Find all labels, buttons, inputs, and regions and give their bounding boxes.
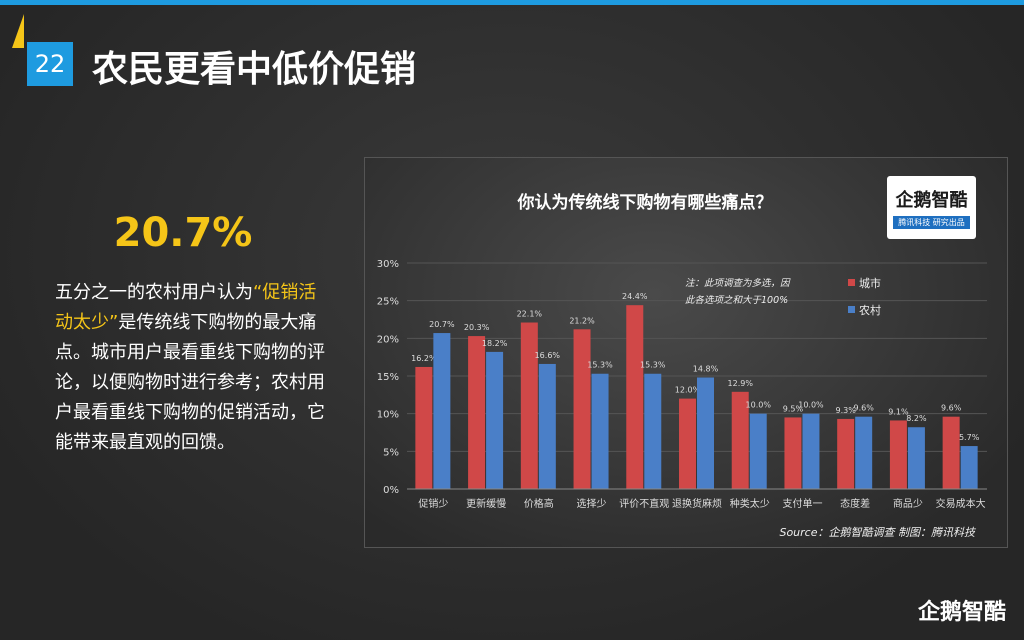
chart-logo-sub: 腾讯科技 研究出品: [893, 216, 970, 229]
data-label: 16.2%: [411, 354, 437, 363]
bar-city: [468, 336, 486, 489]
chart-title: 你认为传统线下购物有哪些痛点？: [517, 193, 773, 213]
data-label: 21.2%: [569, 316, 595, 325]
data-label: 22.1%: [517, 310, 543, 319]
x-tick-label: 退换货麻烦: [672, 497, 722, 510]
y-tick-label: 10%: [377, 410, 399, 421]
data-label: 15.3%: [640, 361, 666, 370]
bar-rural: [644, 373, 662, 489]
bar-city: [626, 305, 644, 489]
x-tick-label: 选择少: [577, 497, 607, 510]
data-label: 10.0%: [798, 401, 824, 410]
bar-rural: [855, 416, 873, 489]
bar-rural: [749, 413, 767, 489]
bar-rural: [486, 351, 504, 489]
x-tick-label: 支付单一: [782, 497, 822, 510]
y-tick-label: 20%: [377, 334, 399, 345]
data-label: 15.3%: [587, 361, 613, 370]
x-tick-label: 更新缓慢: [466, 497, 506, 510]
legend-swatch: [848, 279, 855, 286]
y-tick-label: 0%: [383, 485, 399, 496]
data-label: 14.8%: [693, 365, 719, 374]
bar-rural: [591, 373, 609, 489]
desc-before: 五分之一的农村用户认为: [55, 282, 253, 303]
desc-highlight: “促销活动太少”: [55, 282, 317, 333]
slide-number: 22: [27, 42, 73, 86]
bar-city: [942, 416, 960, 489]
data-label: 9.3%: [836, 406, 857, 415]
x-tick-label: 商品少: [893, 497, 923, 510]
y-tick-label: 25%: [377, 297, 399, 308]
y-tick-label: 5%: [383, 447, 399, 458]
data-label: 9.1%: [888, 407, 909, 416]
x-tick-label: 种类太少: [730, 497, 770, 510]
bar-chart: 0% 5% 10% 15% 20% 25% 30% 16.2% 20.7% 促销少 20.3% 18.…: [377, 259, 987, 539]
bar-city: [679, 398, 696, 489]
highlight-stat: 20.7%: [113, 210, 253, 256]
bar-rural: [538, 363, 556, 489]
legend-swatch: [848, 306, 855, 313]
y-tick-label: 15%: [377, 372, 399, 383]
top-accent-bar: [0, 0, 1024, 5]
bar-rural: [433, 333, 451, 489]
x-tick-label: 交易成本大: [936, 497, 986, 510]
data-label: 12.0%: [675, 386, 701, 395]
chart-logo: 企鹅智酷腾讯科技 研究出品: [887, 176, 976, 239]
bar-city: [784, 417, 802, 489]
bar-rural: [802, 413, 820, 489]
data-label: 16.6%: [535, 351, 561, 360]
legend-label: 城市: [859, 276, 881, 290]
data-label: 8.2%: [906, 414, 927, 423]
desc-after: 是传统线下购物的最大痛点。城市用户最看重线下购物的评论，以便购物时进行参考；农村…: [55, 312, 325, 453]
data-label: 20.7%: [429, 320, 455, 329]
bar-city: [520, 322, 538, 489]
data-label: 9.5%: [783, 404, 804, 413]
bar-rural: [960, 446, 978, 489]
slide-title: 农民更看中低价促销: [92, 49, 417, 90]
bar-city: [889, 420, 907, 489]
corner-triangle: [12, 14, 24, 48]
data-label: 10.0%: [746, 401, 772, 410]
x-tick-label: 价格高: [524, 497, 554, 510]
chart-note: 注：此项调查为多选，因: [685, 277, 791, 289]
bar-rural: [907, 427, 925, 489]
chart-panel: 你认为传统线下购物有哪些痛点？ 企鹅智酷腾讯科技 研究出品 0% 5% 10% 15%…: [364, 157, 1008, 548]
chart-source: Source：企鹅智酷调查 制图：腾讯科技: [779, 526, 977, 539]
brand-logo: 企鹅智酷: [917, 600, 1006, 625]
bar-city: [573, 329, 591, 489]
data-label: 5.7%: [959, 433, 980, 442]
chart-logo-name: 企鹅智酷: [895, 190, 968, 211]
x-tick-label: 态度差: [840, 497, 870, 510]
bar-city: [731, 391, 749, 489]
data-label: 12.9%: [728, 379, 754, 388]
chart-note: 此各选项之和大于100%: [685, 294, 788, 306]
data-label: 18.2%: [482, 339, 508, 348]
data-label: 20.3%: [464, 323, 490, 332]
bar-rural: [697, 377, 714, 489]
data-label: 24.4%: [622, 292, 648, 301]
description: 五分之一的农村用户认为“促销活动太少”是传统线下购物的最大痛点。城市用户最看重线…: [55, 278, 325, 458]
bar-city: [415, 366, 433, 489]
x-tick-label: 评价不直观: [619, 497, 669, 510]
x-tick-label: 促销少: [418, 497, 448, 510]
bar-city: [837, 418, 855, 489]
legend-label: 农村: [859, 303, 881, 317]
data-label: 9.6%: [941, 404, 962, 413]
data-label: 9.6%: [854, 404, 875, 413]
y-tick-label: 30%: [377, 259, 399, 270]
